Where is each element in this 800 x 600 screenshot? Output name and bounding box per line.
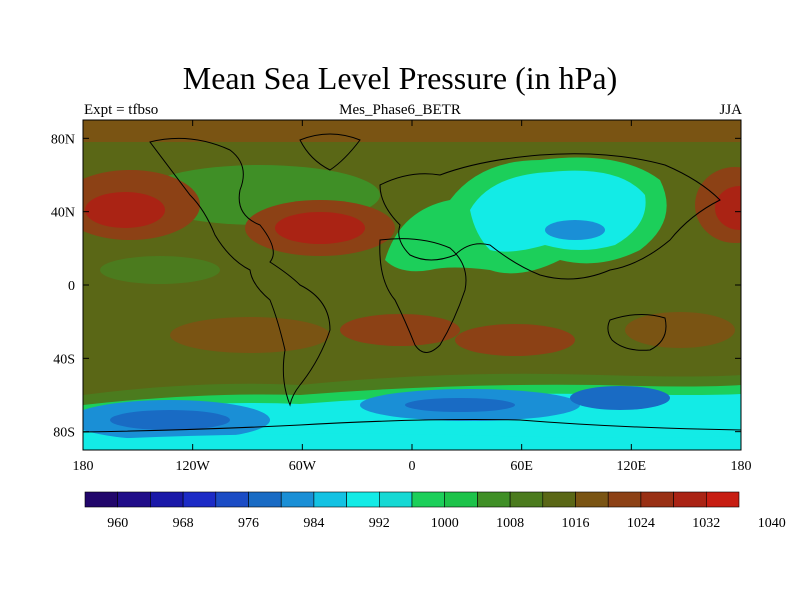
y-tick-label: 0 [68,279,75,294]
coastlines [83,133,741,433]
colorbar-swatch [477,491,511,508]
colorbar-swatch [542,491,576,508]
colorbar-label: 960 [107,516,128,531]
colorbar-swatch [248,491,282,508]
colorbar-label: 976 [238,516,259,531]
season-label: JJA [719,102,742,118]
colorbar-swatch [150,491,184,508]
x-tick-label: 180 [73,459,94,474]
x-tick-label: 0 [409,459,416,474]
colorbar-swatch [673,491,707,508]
contour-field [83,120,741,450]
x-tick-label: 180 [731,459,752,474]
x-tick-label: 120W [176,459,211,474]
colorbar-swatch [607,491,642,508]
colorbar-label: 1040 [758,516,786,531]
x-tick-label: 60E [510,459,533,474]
colorbar-swatch [117,491,151,508]
colorbar-swatch [509,491,544,508]
colorbar-swatch [640,491,674,508]
y-tick-label: 80S [53,426,75,441]
colorbar-label: 984 [303,516,324,531]
y-tick-label: 40N [51,206,75,221]
colorbar-label: 1000 [431,516,459,531]
colorbar-swatch [705,491,740,508]
colorbar-swatch [182,491,217,508]
x-tick-label: 60W [289,459,317,474]
map-title: Mean Sea Level Pressure (in hPa) [182,60,618,96]
colorbar-swatch [84,491,119,508]
colorbar-swatch [575,491,609,508]
map-axes: 180 120W 60W 0 60E 120E 180 80N 40N 0 40S 80S [51,120,752,474]
colorbar-label: 1008 [496,516,524,531]
run-label: Mes_Phase6_BETR [339,102,461,118]
colorbar-label: 968 [173,516,194,531]
colorbar-swatch [444,491,478,508]
colorbar-label: 1024 [627,516,655,531]
y-tick-label: 40S [53,352,75,367]
colorbar-label: 1016 [562,516,590,531]
colorbar-label: 992 [369,516,390,531]
colorbar-swatch [378,491,413,508]
x-tick-label: 120E [617,459,647,474]
colorbar-swatch [411,491,446,508]
colorbar-swatch [346,491,380,508]
colorbar-swatch [215,491,249,508]
colorbar: 960 968 976 984 992 1000 1008 1016 1024 1032 1040 [84,491,786,531]
colorbar-swatch [280,491,315,508]
y-tick-label: 80N [51,132,75,147]
experiment-label: Expt = tfbso [84,102,159,118]
colorbar-label: 1032 [692,516,720,531]
colorbar-swatch [313,491,347,508]
